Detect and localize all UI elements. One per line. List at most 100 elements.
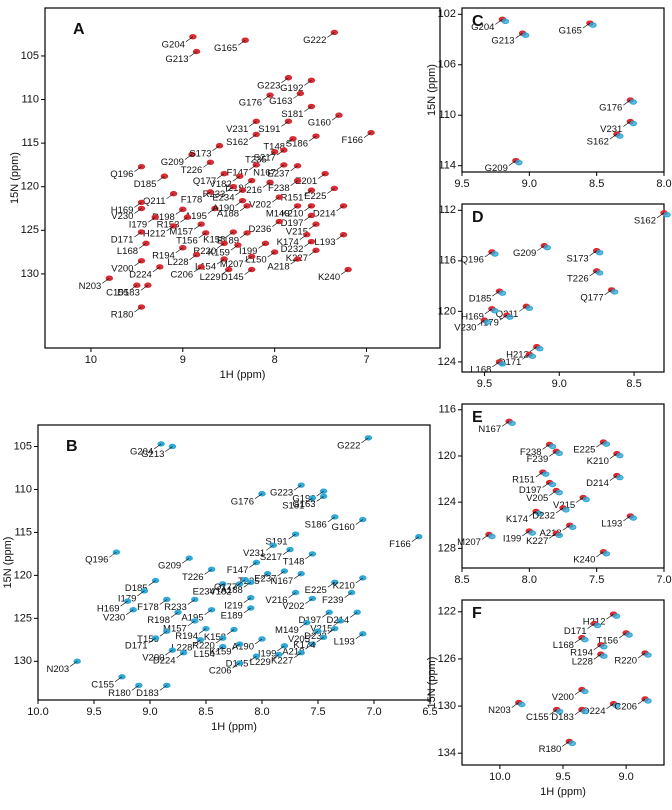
peak-label: K210 bbox=[333, 580, 355, 591]
leader bbox=[281, 121, 289, 127]
peak-label: E189 bbox=[221, 611, 243, 622]
peak bbox=[610, 289, 619, 295]
peak-label: S173 bbox=[189, 148, 211, 159]
y-axis-label: 15N (ppm) bbox=[426, 657, 438, 709]
leader bbox=[542, 482, 550, 488]
peak-label: G163 bbox=[269, 96, 292, 107]
panel-letter: E bbox=[472, 409, 483, 426]
peak-label: M149 bbox=[266, 208, 290, 219]
leader bbox=[562, 741, 570, 747]
leader bbox=[262, 182, 271, 188]
y-tick-label: 122 bbox=[438, 606, 456, 618]
peak-label: C206 bbox=[170, 269, 193, 280]
leader bbox=[154, 443, 162, 450]
y-tick-label: 112 bbox=[438, 204, 456, 216]
peak-label: C155 bbox=[106, 288, 129, 299]
y-tick-label: 105 bbox=[14, 440, 32, 452]
peak-label: V230 bbox=[454, 323, 476, 334]
leader bbox=[215, 637, 223, 644]
peak-label: D236 bbox=[249, 224, 272, 235]
y-tick-label: 120 bbox=[438, 450, 456, 462]
x-tick-label: 8.5 bbox=[626, 378, 641, 390]
leader bbox=[596, 441, 604, 448]
leader bbox=[216, 258, 225, 265]
peak-label: G165 bbox=[214, 43, 237, 54]
leader bbox=[288, 533, 296, 540]
x-tick-label: 7.5 bbox=[589, 574, 604, 586]
leader bbox=[589, 270, 597, 277]
peak-label: F166 bbox=[341, 135, 363, 146]
peak bbox=[508, 420, 516, 427]
y-axis-label: 15N (ppm) bbox=[426, 64, 438, 116]
peak-label: E237 bbox=[254, 574, 276, 585]
peak-label: F238 bbox=[520, 447, 542, 458]
peak-label: G165 bbox=[559, 26, 582, 37]
peak-label: E225 bbox=[573, 445, 595, 456]
peak-label: S186 bbox=[286, 139, 308, 150]
leader bbox=[511, 702, 519, 708]
peak-label: I199 bbox=[258, 648, 277, 659]
peak-label: T148 bbox=[263, 141, 285, 152]
peak bbox=[582, 496, 590, 503]
x-tick-label: 9.0 bbox=[552, 378, 567, 390]
leader bbox=[184, 154, 193, 160]
peak-label: E234 bbox=[212, 193, 234, 204]
x-tick-label: 9.0 bbox=[142, 706, 157, 718]
peak-label: D171 bbox=[499, 357, 522, 368]
peak-label: S162 bbox=[587, 137, 609, 148]
leader bbox=[131, 685, 139, 691]
leader bbox=[609, 453, 618, 459]
peak-label: R153 bbox=[157, 220, 180, 231]
leader bbox=[336, 205, 344, 212]
peak bbox=[548, 443, 557, 450]
peak-label: V205 bbox=[288, 634, 310, 645]
peak-label: L193 bbox=[314, 237, 335, 248]
leader bbox=[244, 180, 252, 186]
peak-label: N203 bbox=[488, 705, 511, 716]
leader bbox=[484, 251, 493, 258]
peak bbox=[595, 270, 604, 276]
peak-label: F178 bbox=[137, 602, 159, 613]
x-tick-label: 7.5 bbox=[310, 706, 325, 718]
peak-label: G160 bbox=[308, 118, 331, 129]
leader bbox=[267, 151, 275, 158]
leader bbox=[159, 599, 167, 605]
leader bbox=[623, 515, 631, 522]
peak bbox=[501, 18, 510, 25]
leader bbox=[249, 134, 257, 140]
peak bbox=[612, 613, 621, 619]
leader bbox=[327, 32, 335, 38]
leader bbox=[282, 549, 291, 555]
peak-label: K174 bbox=[506, 514, 528, 525]
x-tick-label: 9.5 bbox=[555, 771, 570, 783]
y-tick-label: 125 bbox=[21, 224, 39, 236]
peak-label: Q196 bbox=[85, 555, 108, 566]
leader bbox=[574, 637, 583, 643]
leader bbox=[294, 484, 302, 491]
peak-label: G209 bbox=[158, 561, 181, 572]
peak-label: S173 bbox=[566, 253, 588, 264]
leader bbox=[176, 652, 184, 658]
peak-label: T235 bbox=[245, 154, 267, 165]
leader bbox=[235, 200, 243, 206]
leader bbox=[484, 308, 493, 315]
peak-label: K240 bbox=[573, 554, 595, 565]
peak-label: E237 bbox=[267, 168, 289, 179]
y-tick-label: 110 bbox=[438, 109, 456, 121]
leader bbox=[535, 471, 543, 478]
leader bbox=[258, 243, 266, 249]
leader bbox=[618, 632, 627, 639]
x-tick-label: 8.0 bbox=[522, 574, 537, 586]
leader bbox=[232, 662, 240, 669]
peak-label: R180 bbox=[111, 310, 134, 321]
leader bbox=[271, 654, 279, 660]
peak bbox=[629, 99, 638, 105]
leader bbox=[305, 497, 313, 504]
peak-label: K159 bbox=[209, 647, 231, 658]
peak-label: T156 bbox=[596, 636, 618, 647]
leader bbox=[152, 266, 160, 273]
leader bbox=[549, 533, 557, 539]
leader bbox=[134, 306, 142, 313]
plot-frame bbox=[461, 203, 665, 373]
leader bbox=[249, 655, 257, 662]
